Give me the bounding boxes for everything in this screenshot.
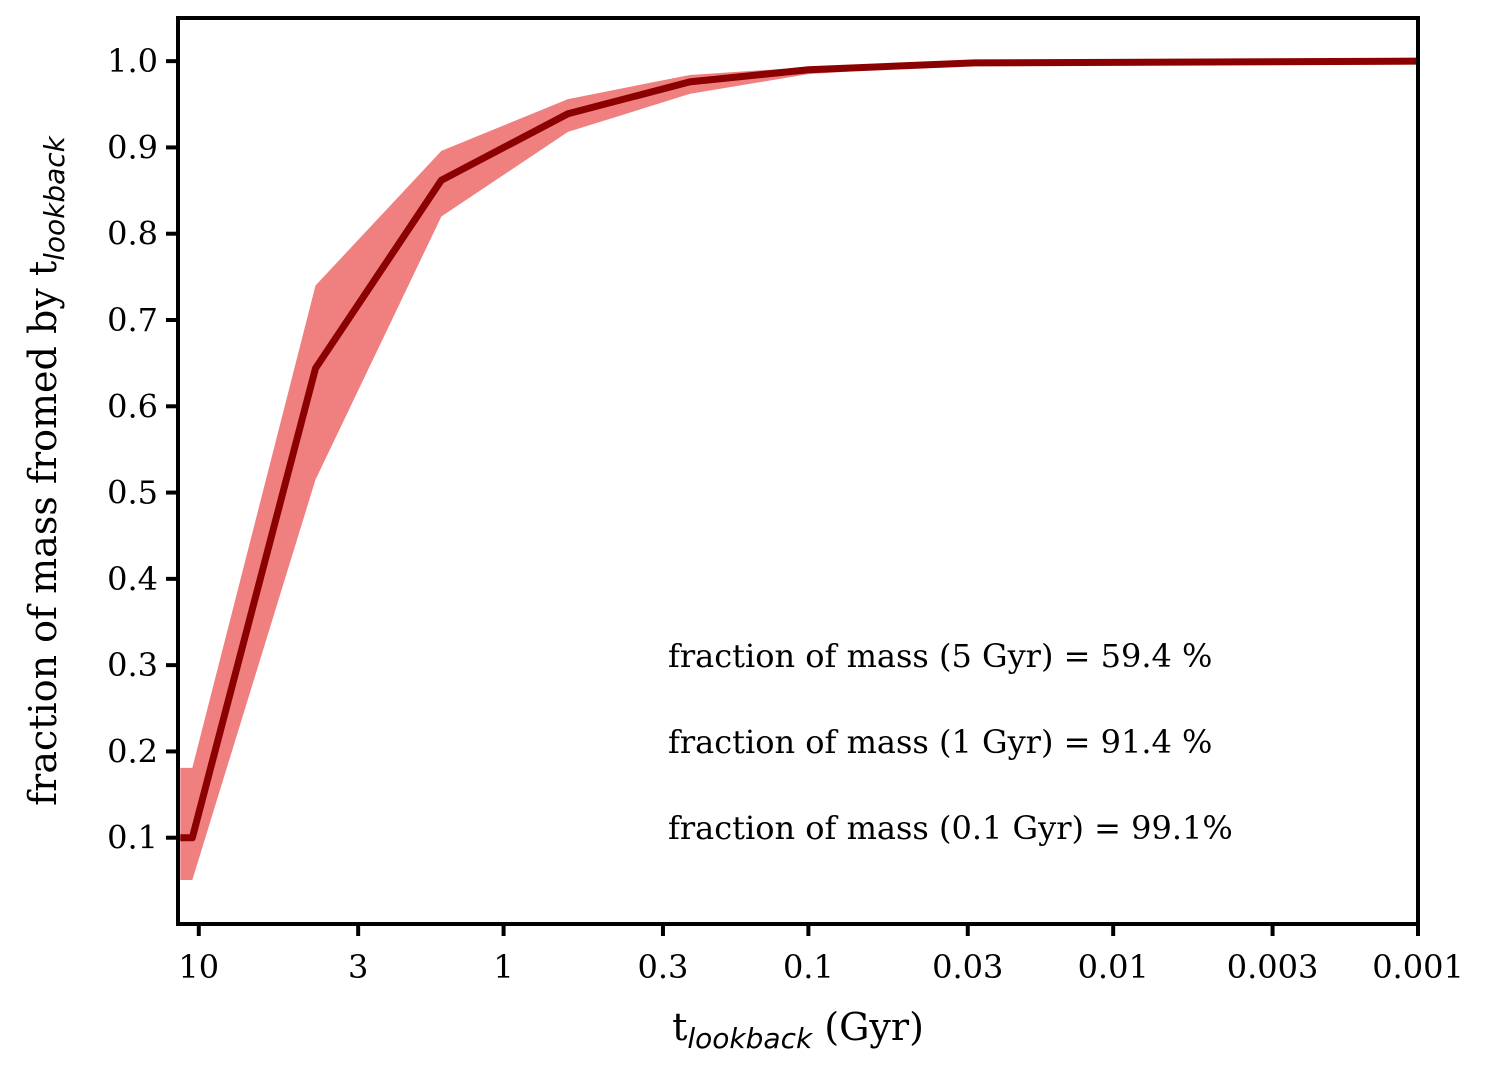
x-label-sub: lookback bbox=[687, 1022, 814, 1055]
plot-frame bbox=[176, 16, 1420, 926]
x-tick-label: 0.03 bbox=[932, 948, 1003, 986]
x-axis-label: tlookback (Gyr) bbox=[672, 1005, 924, 1055]
y-tick-label: 0.9 bbox=[107, 128, 158, 166]
y-label-sub: lookback bbox=[38, 134, 71, 261]
x-tick-label: 0.01 bbox=[1078, 948, 1149, 986]
x-tick-label: 0.3 bbox=[638, 948, 689, 986]
y-label-t: fraction of mass fromed by t bbox=[21, 261, 65, 806]
y-tick-label: 0.4 bbox=[107, 560, 158, 598]
x-tick-label: 10 bbox=[178, 948, 219, 986]
y-tick-label: 0.5 bbox=[107, 474, 158, 512]
x-tick-label: 0.1 bbox=[783, 948, 834, 986]
y-axis-label: fraction of mass fromed by tlookback bbox=[21, 134, 71, 806]
y-tick-label: 0.7 bbox=[107, 301, 158, 339]
y-tick-label: 0.8 bbox=[107, 215, 158, 253]
x-tick-label: 3 bbox=[348, 948, 368, 986]
annotation: fraction of mass (5 Gyr) = 59.4 % bbox=[668, 637, 1212, 675]
y-tick-label: 0.3 bbox=[107, 646, 158, 684]
y-tick-label: 1.0 bbox=[107, 42, 158, 80]
line bbox=[180, 57, 1419, 842]
x-tick-label: 0.003 bbox=[1227, 948, 1319, 986]
x-tick-label: 1 bbox=[493, 948, 513, 986]
y-tick-label: 0.2 bbox=[107, 732, 158, 770]
y-tick-label: 0.6 bbox=[107, 387, 158, 425]
annotation: fraction of mass (1 Gyr) = 91.4 % bbox=[668, 723, 1212, 761]
x-tick-label: 0.001 bbox=[1372, 948, 1464, 986]
x-label-unit: (Gyr) bbox=[812, 1005, 924, 1049]
x-label-t: t bbox=[672, 1005, 687, 1049]
annotation: fraction of mass (0.1 Gyr) = 99.1% bbox=[668, 809, 1233, 847]
y-tick-label: 0.1 bbox=[107, 819, 158, 857]
